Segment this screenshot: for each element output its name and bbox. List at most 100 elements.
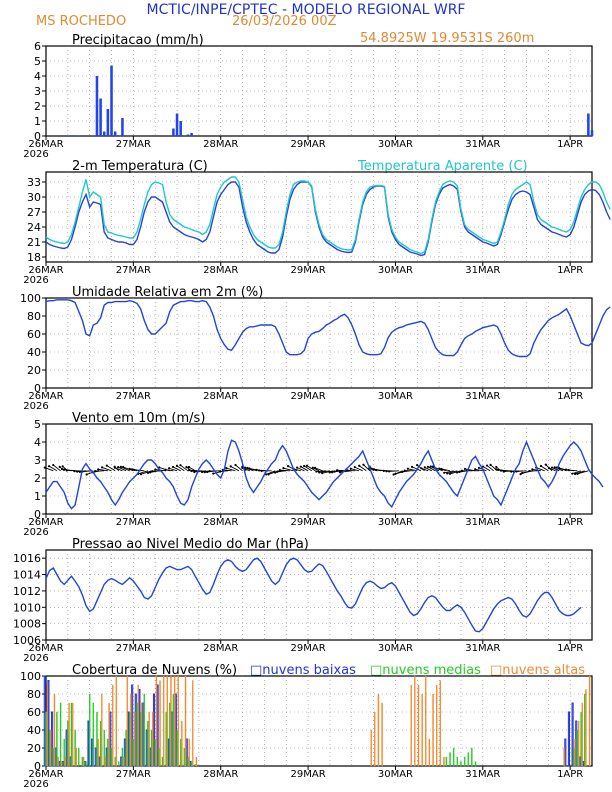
wind-arrow	[444, 470, 454, 474]
wind-arrow-head	[515, 470, 518, 473]
wind-arrow-head	[346, 469, 349, 472]
rh-year-label: 2026	[23, 401, 48, 412]
precip-xtick-label: 27MAR	[116, 139, 151, 150]
temp-xtick-label: 31MAR	[465, 265, 500, 276]
wind-arrow-head	[372, 468, 375, 471]
cloud-bar-high	[137, 684, 139, 767]
precip-bar	[190, 133, 193, 136]
wind-arrow	[180, 464, 189, 472]
wind-arrow	[441, 468, 451, 472]
cloud-bar-mid	[573, 747, 575, 767]
wind-arrow-head	[410, 465, 414, 468]
wind-arrow	[358, 465, 367, 472]
wind-arrow-head	[388, 470, 391, 473]
wind-arrow-head	[234, 463, 237, 467]
cloud-bar-high	[577, 720, 580, 767]
cloud-bar-high	[126, 675, 128, 767]
cloud-bar-mid	[92, 702, 95, 767]
cloud-bar-mid	[96, 711, 98, 767]
wind-arrow-head	[63, 468, 66, 471]
wind-arrow-head	[353, 466, 356, 469]
wind-arrow-head	[52, 463, 55, 467]
temp-ytick-label: 33	[27, 176, 41, 189]
pressure-xtick-label: 27MAR	[116, 643, 151, 654]
wind-arrow-head	[151, 470, 154, 473]
wind-arrow-head	[375, 468, 378, 472]
wind-arrow-head	[164, 468, 167, 471]
wind-arrow-head	[497, 468, 500, 471]
cloud-bar-high	[588, 675, 591, 767]
wind-arrow	[172, 466, 181, 472]
wind-arrow-head	[426, 465, 430, 468]
cloud-bar-high	[585, 689, 587, 767]
cloud-bar-high	[104, 756, 107, 767]
cloud-bar-low	[83, 761, 86, 767]
cloud-bar-mid	[460, 761, 462, 767]
cloud-bar-mid	[70, 702, 73, 767]
wind-arrow-head	[105, 464, 108, 467]
cloud-bar-low	[61, 761, 65, 767]
cloud-bar-high	[71, 702, 74, 767]
precip-xtick-label: 30MAR	[378, 139, 413, 150]
cloud-bar-mid	[78, 747, 80, 767]
cloud-bar-mid	[452, 747, 455, 767]
wind-arrow	[303, 465, 312, 472]
cloud-bar-high	[421, 693, 423, 767]
header-location: 54.8925W 19.9531S 260m	[360, 31, 534, 46]
pressure-ytick-label: 1006	[13, 634, 41, 647]
wind-arrow-head	[423, 466, 426, 469]
wind-arrow	[568, 469, 578, 472]
pressure-xtick-label: 29MAR	[291, 643, 326, 654]
wind-arrow-head	[76, 470, 79, 473]
wind-arrow-head	[443, 471, 446, 474]
pressure-xtick-label: 30MAR	[378, 643, 413, 654]
cloud-bar-high	[133, 711, 136, 767]
wind-arrow	[165, 469, 174, 472]
wind-arrow	[314, 467, 323, 472]
cloud-bar-mid	[136, 702, 138, 767]
cloud-bar-low	[138, 689, 141, 767]
cloud-bar-low	[109, 711, 112, 767]
cloud-bar-high	[53, 693, 56, 767]
temp-series-0	[45, 181, 611, 257]
wind-arrow-head	[305, 464, 308, 467]
wind-arrow-head	[267, 473, 270, 476]
cloud-bar-mid	[158, 747, 160, 767]
wind-arrow-head	[333, 470, 336, 473]
cloud-bar-high	[370, 729, 372, 767]
wind-arrow	[230, 465, 240, 472]
header-station: MS ROCHEDO	[36, 14, 126, 29]
wind-arrow-head	[448, 472, 452, 475]
precip-ytick-label: 2	[34, 100, 41, 113]
wind-arrow	[319, 470, 330, 473]
cloud-bar-low	[189, 761, 192, 767]
cloud-bar-high	[195, 756, 198, 767]
wind-arrow-head	[47, 465, 51, 468]
wind-arrow	[577, 470, 589, 475]
cloud-bar-high	[381, 702, 383, 767]
precip-ytick-label: 4	[34, 70, 41, 83]
wind-arrow	[117, 466, 127, 472]
wind-arrow-head	[154, 468, 157, 471]
temp-series-1	[45, 176, 611, 255]
wind-arrow-head	[499, 469, 503, 472]
wind-arrow	[277, 470, 287, 473]
wind-arrow-head	[502, 470, 505, 473]
wind-arrow-head	[550, 466, 554, 469]
cloud-bar-low	[58, 761, 61, 767]
wind-arrow-head	[362, 463, 365, 466]
cloud-bar-low	[134, 693, 137, 767]
wind-arrow-head	[113, 466, 117, 469]
precip-bar	[113, 131, 117, 136]
cloud-bar-low	[98, 756, 101, 767]
cloud-bar-mid	[107, 738, 109, 767]
clouds-xtick-label: 29MAR	[291, 769, 326, 780]
cloud-bar-mid	[584, 693, 586, 767]
wind-arrow-head	[564, 468, 568, 471]
clouds-ytick-label: 100	[20, 670, 41, 683]
cloud-bar-mid	[147, 720, 149, 767]
cloud-bar-low	[105, 747, 108, 767]
cloud-bar-mid	[45, 711, 47, 767]
wind-arrow-head	[336, 469, 339, 472]
cloud-bar-low	[571, 702, 574, 767]
